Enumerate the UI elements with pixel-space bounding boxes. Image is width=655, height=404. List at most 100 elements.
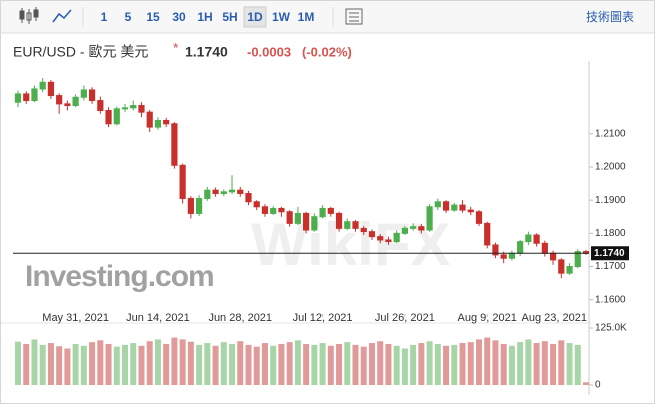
candle-body[interactable] bbox=[377, 236, 384, 241]
candle-body[interactable] bbox=[558, 259, 565, 274]
candle-body[interactable] bbox=[14, 93, 22, 103]
volume-bar bbox=[278, 343, 285, 385]
volume-bar bbox=[311, 344, 318, 385]
candle-body[interactable] bbox=[212, 189, 219, 195]
candle-body[interactable] bbox=[368, 231, 376, 238]
candle-body[interactable] bbox=[72, 96, 79, 107]
interval-button[interactable]: 1W bbox=[272, 10, 291, 24]
candle-body[interactable] bbox=[39, 81, 46, 90]
candle-body[interactable] bbox=[484, 222, 491, 246]
candle-body[interactable] bbox=[410, 226, 417, 229]
volume-bar bbox=[566, 343, 573, 385]
candle-body[interactable] bbox=[303, 212, 310, 231]
line-icon[interactable] bbox=[52, 9, 72, 23]
candle-body[interactable] bbox=[525, 234, 532, 243]
y-tick-label: 1.1900 bbox=[595, 195, 626, 206]
candle-body[interactable] bbox=[319, 207, 326, 218]
candle-body[interactable] bbox=[196, 197, 203, 214]
candle-body[interactable] bbox=[467, 209, 474, 213]
interval-button[interactable]: 1D bbox=[247, 10, 263, 24]
candle-body[interactable] bbox=[113, 108, 120, 125]
candle-body[interactable] bbox=[261, 206, 269, 214]
technical-chart-link[interactable]: 技術圖表 bbox=[586, 10, 634, 24]
candle-body[interactable] bbox=[418, 226, 425, 231]
candle-body[interactable] bbox=[426, 206, 433, 231]
candle-body[interactable] bbox=[294, 212, 301, 224]
candle-body[interactable] bbox=[163, 119, 170, 125]
volume-bar bbox=[550, 343, 557, 385]
volume-bar bbox=[23, 343, 30, 385]
candle-body[interactable] bbox=[574, 251, 581, 268]
candle-body[interactable] bbox=[517, 241, 524, 254]
candle-body[interactable] bbox=[253, 201, 260, 208]
candle-body[interactable] bbox=[237, 189, 244, 195]
toolbar bbox=[1, 1, 654, 33]
volume-bar bbox=[401, 348, 408, 385]
candle-body[interactable] bbox=[360, 227, 367, 233]
candle-body[interactable] bbox=[500, 254, 507, 259]
candle-body[interactable] bbox=[541, 242, 548, 254]
volume-bar bbox=[377, 341, 384, 385]
candle-body[interactable] bbox=[31, 88, 38, 102]
candle-body[interactable] bbox=[179, 164, 186, 199]
candle-body[interactable] bbox=[23, 93, 30, 102]
candle-body[interactable] bbox=[434, 201, 441, 208]
interval-button[interactable]: 1M bbox=[298, 10, 315, 24]
candle-body[interactable] bbox=[88, 89, 96, 102]
candle-body[interactable] bbox=[311, 216, 318, 231]
x-tick-label: Jul 26, 2021 bbox=[375, 312, 435, 324]
candle-body[interactable] bbox=[442, 201, 450, 211]
candle-body[interactable] bbox=[121, 107, 129, 110]
volume-bar bbox=[171, 337, 178, 385]
interval-button[interactable]: 5H bbox=[222, 10, 237, 24]
candle-body[interactable] bbox=[451, 204, 458, 211]
interval-button[interactable]: 30 bbox=[172, 10, 186, 24]
candle-body[interactable] bbox=[204, 189, 211, 199]
volume-bar bbox=[517, 342, 524, 385]
x-tick-label: Aug 23, 2021 bbox=[522, 312, 587, 324]
candle-body[interactable] bbox=[278, 207, 285, 213]
candle-body[interactable] bbox=[47, 81, 55, 97]
interval-button[interactable]: 15 bbox=[146, 10, 160, 24]
candle-body[interactable] bbox=[130, 105, 137, 109]
interval-button[interactable]: 5 bbox=[125, 10, 132, 24]
volume-bar bbox=[212, 345, 219, 385]
candle-body[interactable] bbox=[154, 119, 162, 128]
candle-body[interactable] bbox=[393, 232, 400, 243]
volume-bar bbox=[237, 341, 244, 385]
candle-body[interactable] bbox=[64, 103, 71, 107]
volume-bar bbox=[467, 342, 474, 385]
candle-body[interactable] bbox=[171, 123, 178, 166]
candle-body[interactable] bbox=[146, 111, 153, 128]
candle-body[interactable] bbox=[566, 266, 573, 274]
candle-body[interactable] bbox=[327, 207, 334, 214]
candle-body[interactable] bbox=[187, 197, 194, 214]
settings-icon[interactable] bbox=[345, 8, 363, 25]
candle-body[interactable] bbox=[459, 204, 466, 211]
interval-button[interactable]: 1H bbox=[197, 10, 212, 24]
candle-body[interactable] bbox=[533, 234, 540, 244]
candle-body[interactable] bbox=[549, 252, 557, 261]
candle-body[interactable] bbox=[508, 252, 516, 259]
candle-body[interactable] bbox=[220, 191, 227, 194]
candle-body[interactable] bbox=[385, 239, 392, 243]
candle-icon[interactable] bbox=[19, 7, 39, 24]
candle-body[interactable] bbox=[138, 105, 145, 113]
candle-body[interactable] bbox=[56, 95, 63, 105]
candle-body[interactable] bbox=[401, 227, 408, 234]
candle-body[interactable] bbox=[335, 212, 343, 229]
candle-body[interactable] bbox=[492, 244, 499, 256]
interval-button[interactable]: 1 bbox=[101, 10, 108, 24]
x-tick-label: Jul 12, 2021 bbox=[293, 312, 353, 324]
candle-body[interactable] bbox=[105, 110, 112, 125]
candle-body[interactable] bbox=[245, 193, 252, 203]
candle-body[interactable] bbox=[352, 221, 359, 229]
volume-bar bbox=[89, 342, 96, 385]
candle-body[interactable] bbox=[475, 211, 483, 224]
candle-body[interactable] bbox=[97, 100, 104, 112]
candle-body[interactable] bbox=[286, 211, 293, 224]
candle-body[interactable] bbox=[80, 89, 87, 98]
candle-body[interactable] bbox=[344, 221, 351, 229]
candle-body[interactable] bbox=[270, 207, 277, 214]
candle-body[interactable] bbox=[228, 189, 236, 193]
